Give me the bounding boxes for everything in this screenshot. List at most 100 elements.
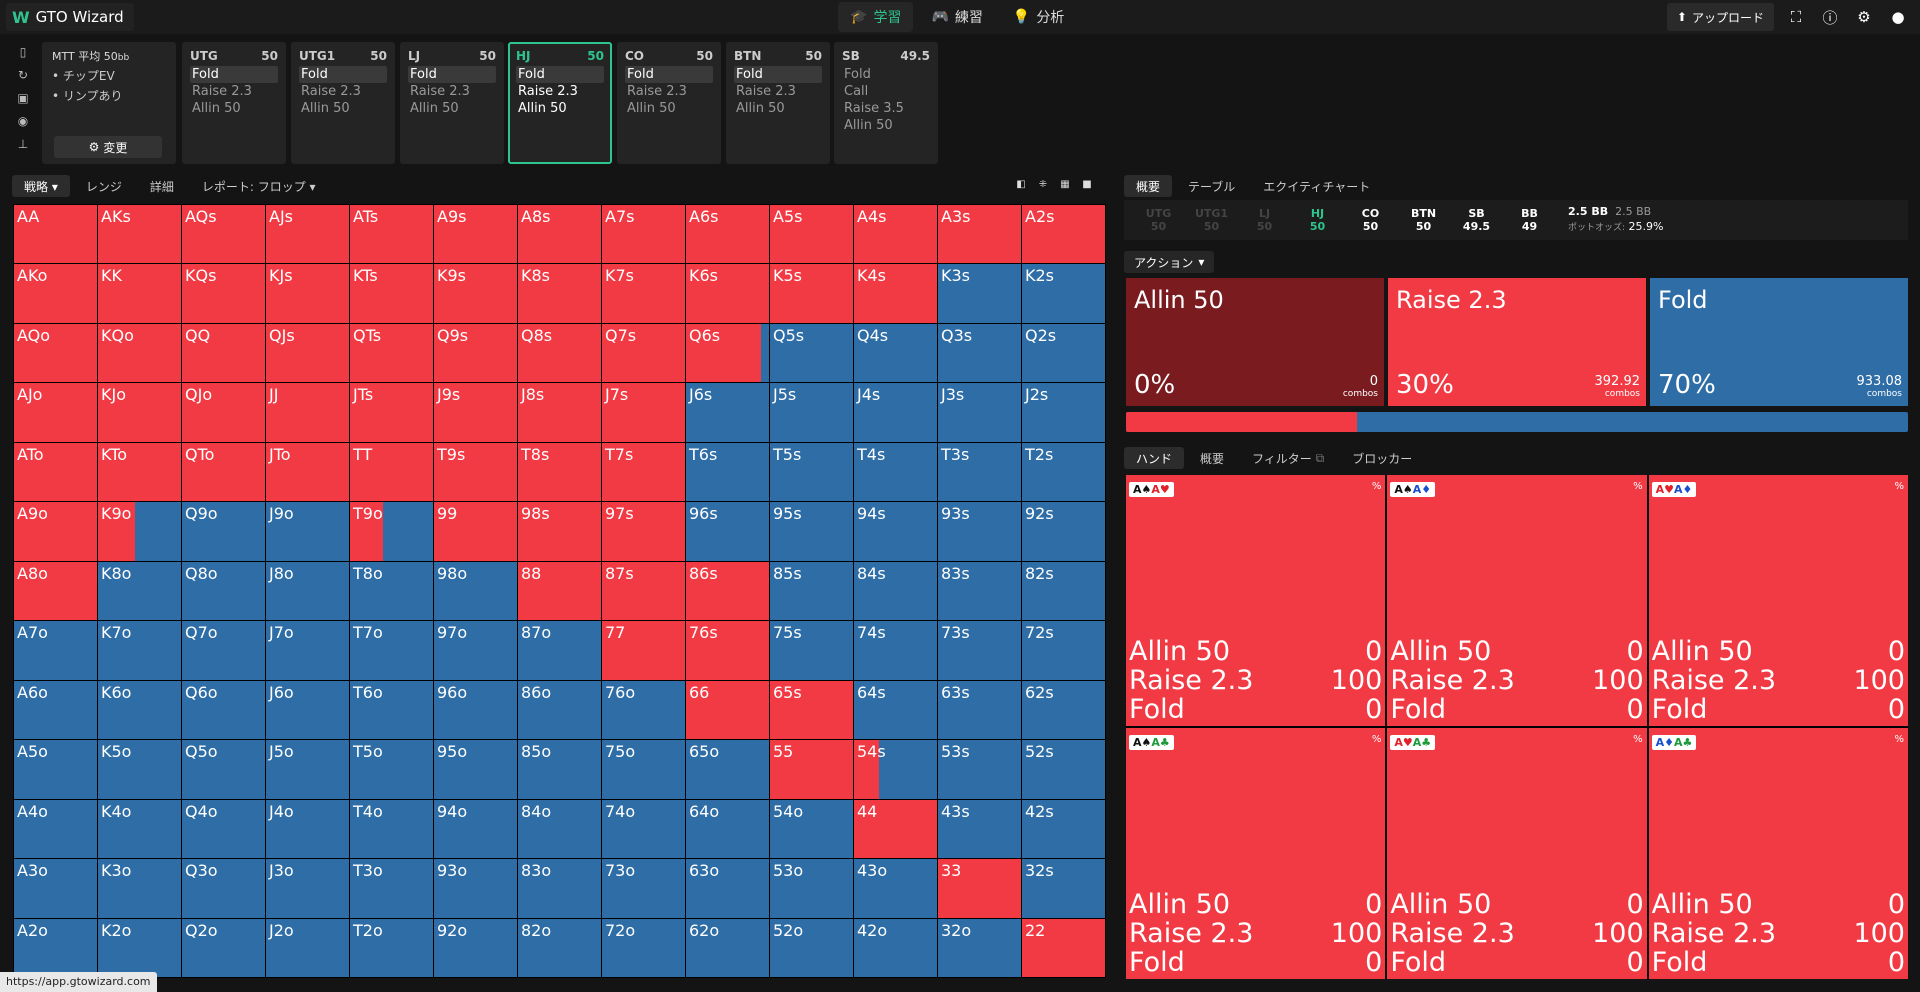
hand-cell[interactable]: A2o — [14, 918, 97, 977]
hand-cell[interactable]: K5s — [770, 264, 853, 323]
grid-large-icon[interactable]: ▦ — [1060, 178, 1070, 190]
hand-cell[interactable]: 75o — [602, 740, 685, 799]
tab-blockers[interactable]: ブロッカー — [1352, 451, 1413, 466]
hand-cell[interactable]: Q6s — [686, 323, 769, 383]
save-icon[interactable]: ▣ — [17, 91, 29, 105]
seat-utg[interactable]: UTG 50 — [1132, 207, 1185, 233]
hand-cell[interactable]: T8o — [350, 561, 433, 621]
hand-cell[interactable]: 96o — [434, 680, 517, 740]
hand-cell[interactable]: A2s — [1022, 205, 1105, 264]
hand-cell[interactable]: J5s — [770, 383, 853, 442]
position-action[interactable]: Fold — [408, 66, 496, 83]
hand-cell[interactable]: 32o — [938, 918, 1021, 977]
hand-cell[interactable]: 87s — [602, 561, 685, 621]
hand-cell[interactable]: Q2o — [182, 918, 265, 977]
hand-cell[interactable]: 54s — [854, 740, 937, 799]
position-utg[interactable]: UTG 50 Fold Raise 2.3 Allin 50 — [182, 42, 286, 164]
hand-cell[interactable]: 52s — [1022, 740, 1105, 799]
hand-cell[interactable]: 84s — [854, 561, 937, 621]
position-action[interactable]: Raise 2.3 — [192, 84, 252, 99]
hand-cell[interactable]: Q6o — [182, 680, 265, 740]
position-co[interactable]: CO 50 Fold Raise 2.3 Allin 50 — [617, 42, 721, 164]
tab-filter[interactable]: フィルター ⧉ — [1252, 450, 1325, 466]
position-action[interactable]: Fold — [844, 67, 871, 82]
seat-btn[interactable]: BTN 50 — [1397, 207, 1450, 233]
hand-cell[interactable]: 86s — [686, 561, 769, 621]
position-action[interactable]: Call — [844, 84, 869, 99]
position-action[interactable]: Raise 2.3 — [518, 84, 578, 99]
hand-cell[interactable]: 97s — [602, 502, 685, 561]
hand-cell[interactable]: T4o — [350, 799, 433, 859]
hand-cell[interactable]: 96s — [686, 502, 769, 561]
hand-cell[interactable]: K7s — [602, 264, 685, 323]
hand-cell[interactable]: A6s — [686, 205, 769, 264]
seat-bb[interactable]: BB 49 — [1503, 207, 1556, 233]
position-action[interactable]: Allin 50 — [518, 101, 567, 116]
hand-cell[interactable]: 82o — [518, 918, 601, 977]
hand-cell[interactable]: T6s — [686, 442, 769, 502]
hand-cell[interactable]: J8o — [266, 561, 349, 621]
hand-combo-card[interactable]: A♥ A♦% Allin 50 0 Raise 2.3 100 Fold 0 — [1648, 475, 1908, 726]
position-btn[interactable]: BTN 50 Fold Raise 2.3 Allin 50 — [726, 42, 830, 164]
bookmark-icon[interactable]: ▯ — [19, 45, 27, 59]
hand-cell[interactable]: KK — [98, 264, 181, 323]
hand-cell[interactable]: Q3o — [182, 859, 265, 918]
tab-strategy[interactable]: 戦略 ▾ — [12, 175, 70, 197]
position-action[interactable]: Raise 2.3 — [736, 84, 796, 99]
hand-cell[interactable]: 64o — [686, 799, 769, 859]
hand-cell[interactable]: K3o — [98, 859, 181, 918]
hand-cell[interactable]: 65s — [770, 680, 853, 740]
hand-cell[interactable]: K7o — [98, 621, 181, 680]
position-action[interactable]: Raise 2.3 — [627, 84, 687, 99]
tab-equity-chart[interactable]: エクイティチャート — [1263, 179, 1371, 194]
hand-cell[interactable]: T3o — [350, 859, 433, 918]
seat-lj[interactable]: LJ 50 — [1238, 207, 1291, 233]
action-box-allin[interactable]: Allin 50 0% 0 combos — [1126, 278, 1384, 406]
hand-cell[interactable]: AQo — [14, 323, 97, 383]
hand-cell[interactable]: 75s — [770, 621, 853, 680]
grid-small-icon[interactable]: ⁜ — [1038, 178, 1048, 190]
hand-combo-card[interactable]: A♥ A♣% Allin 50 0 Raise 2.3 100 Fold 0 — [1387, 728, 1647, 979]
hand-cell[interactable]: J2s — [1022, 383, 1105, 442]
hand-cell[interactable]: 95s — [770, 502, 853, 561]
hand-cell[interactable]: AA — [14, 205, 97, 264]
hand-cell[interactable]: AJo — [14, 383, 97, 442]
hand-cell[interactable]: 53s — [938, 740, 1021, 799]
hand-cell[interactable]: 83s — [938, 561, 1021, 621]
position-action[interactable]: Fold — [734, 66, 822, 83]
hand-cell[interactable]: K9o — [98, 502, 181, 561]
hand-cell[interactable]: AQs — [182, 205, 265, 264]
hand-cell[interactable]: J9o — [266, 502, 349, 561]
refresh-icon[interactable]: ↻ — [17, 68, 29, 82]
hand-cell[interactable]: K5o — [98, 740, 181, 799]
hand-cell[interactable]: J4s — [854, 383, 937, 442]
hand-cell[interactable]: 73o — [602, 859, 685, 918]
hand-cell[interactable]: K6s — [686, 264, 769, 323]
hand-cell[interactable]: A5s — [770, 205, 853, 264]
hand-cell[interactable]: 76s — [686, 621, 769, 680]
hand-cell[interactable]: 95o — [434, 740, 517, 799]
hand-cell[interactable]: 74o — [602, 799, 685, 859]
hand-combo-card[interactable]: A♠ A♣% Allin 50 0 Raise 2.3 100 Fold 0 — [1126, 728, 1386, 979]
hand-cell[interactable]: 62s — [1022, 680, 1105, 740]
tab-details[interactable]: 詳細 — [149, 179, 174, 194]
hand-cell[interactable]: Q7o — [182, 621, 265, 680]
action-dropdown[interactable]: アクション ▾ — [1124, 251, 1215, 273]
hand-cell[interactable]: 87o — [518, 621, 601, 680]
hand-cell[interactable]: KTo — [98, 442, 181, 502]
contrast-view-icon[interactable]: ◧ — [1016, 178, 1026, 190]
position-action[interactable]: Fold — [190, 66, 278, 83]
action-box-fold[interactable]: Fold 70% 933.08 combos — [1650, 278, 1908, 406]
hand-cell[interactable]: K6o — [98, 680, 181, 740]
hand-cell[interactable]: AKs — [98, 205, 181, 264]
hand-cell[interactable]: 82s — [1022, 561, 1105, 621]
hand-cell[interactable]: K4s — [854, 264, 937, 323]
hand-cell[interactable]: A4o — [14, 799, 97, 859]
position-action[interactable]: Fold — [516, 66, 604, 83]
position-action[interactable]: Allin 50 — [736, 101, 785, 116]
hand-combo-card[interactable]: A♦ A♣% Allin 50 0 Raise 2.3 100 Fold 0 — [1648, 728, 1908, 979]
hand-cell[interactable]: 93o — [434, 859, 517, 918]
seat-sb[interactable]: SB 49.5 — [1450, 207, 1503, 233]
hand-combo-card[interactable]: A♠ A♦% Allin 50 0 Raise 2.3 100 Fold 0 — [1387, 475, 1647, 726]
hand-cell[interactable]: AKo — [14, 264, 97, 323]
